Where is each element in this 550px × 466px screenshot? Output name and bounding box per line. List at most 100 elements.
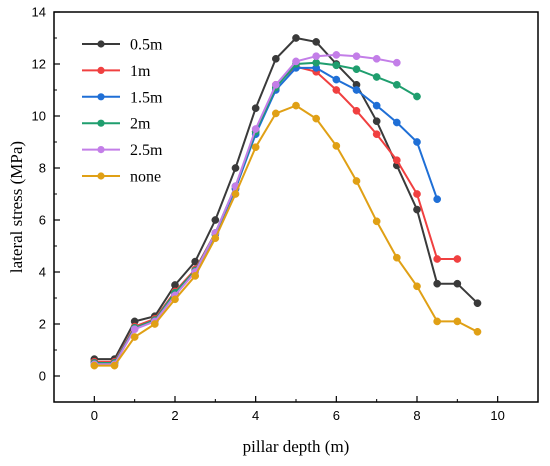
x-tick-label: 6	[333, 408, 340, 423]
series-1m	[90, 62, 462, 366]
legend-swatch-marker	[97, 93, 105, 101]
data-point	[392, 80, 401, 89]
data-point	[372, 217, 381, 226]
data-point	[231, 164, 240, 172]
x-tick-label: 8	[413, 408, 420, 423]
legend-swatch-marker	[97, 40, 105, 48]
legend-label: 2m	[130, 116, 151, 133]
series-line	[94, 104, 478, 367]
data-point	[271, 109, 280, 118]
data-point	[332, 51, 341, 59]
data-point	[312, 38, 321, 46]
data-point	[251, 104, 260, 113]
data-point	[392, 118, 401, 127]
data-point	[433, 317, 442, 326]
data-point	[453, 279, 462, 288]
y-tick-label: 10	[32, 109, 46, 124]
data-point	[372, 73, 381, 81]
legend-item: 1.5m	[82, 89, 163, 106]
data-point	[453, 255, 462, 263]
data-point	[352, 177, 361, 185]
legend-label: 1.5m	[130, 89, 163, 106]
data-point	[372, 101, 381, 110]
legend-label: 0.5m	[130, 37, 163, 54]
data-point	[473, 327, 482, 336]
data-point	[413, 138, 421, 146]
data-point	[130, 325, 139, 334]
data-point	[312, 114, 321, 123]
data-point	[312, 58, 321, 67]
legend-item: 1m	[82, 63, 151, 80]
data-point	[473, 299, 482, 308]
series-0-5m	[90, 34, 482, 363]
data-point	[292, 57, 300, 66]
y-tick-label: 6	[39, 213, 46, 228]
data-point	[352, 52, 361, 61]
y-tick-label: 4	[39, 265, 46, 280]
data-point	[251, 125, 260, 133]
data-point	[392, 156, 401, 165]
legend-item: none	[82, 169, 161, 186]
data-point	[392, 58, 401, 67]
data-point	[413, 282, 421, 291]
y-axis: 0 2 4 6 8 10 12 14	[32, 5, 60, 384]
legend-swatch-marker	[97, 146, 105, 154]
data-point	[90, 361, 99, 370]
y-tick-label: 14	[32, 5, 46, 20]
data-point	[130, 333, 139, 341]
data-point	[332, 142, 341, 150]
legend-swatch-marker	[97, 66, 105, 74]
data-point	[271, 54, 280, 63]
data-point	[332, 86, 341, 94]
data-point	[150, 320, 159, 328]
data-point	[110, 361, 119, 370]
data-point	[413, 190, 421, 198]
data-point	[433, 255, 442, 263]
y-tick-label: 12	[32, 57, 46, 72]
data-point	[433, 279, 442, 288]
data-point	[372, 117, 381, 126]
data-point	[231, 190, 240, 198]
data-point	[453, 317, 462, 326]
legend-item: 0.5m	[82, 37, 163, 54]
y-tick-label: 8	[39, 161, 46, 176]
legend-label: 2.5m	[130, 142, 163, 159]
x-axis-title: pillar depth (m)	[243, 437, 350, 456]
data-point	[271, 80, 280, 89]
series-2-5m	[90, 51, 401, 369]
data-point	[413, 205, 421, 214]
data-point	[191, 272, 200, 280]
data-point	[292, 101, 300, 110]
y-tick-label: 0	[39, 369, 46, 384]
x-tick-label: 10	[490, 408, 504, 423]
series-line	[94, 36, 479, 361]
legend-label: 1m	[130, 63, 151, 80]
data-point	[332, 61, 341, 70]
legend: 0.5m 1m 1.5m 2m 2.5m none	[82, 37, 163, 186]
data-point	[372, 54, 381, 63]
data-point	[332, 75, 341, 84]
data-point	[171, 295, 179, 304]
legend-label: none	[130, 169, 161, 186]
data-point	[211, 216, 220, 224]
x-tick-label: 2	[171, 408, 178, 423]
series-layer	[90, 34, 482, 370]
data-point	[292, 34, 300, 42]
legend-swatch-marker	[97, 172, 105, 180]
data-point	[372, 130, 381, 139]
data-point	[413, 92, 421, 101]
legend-swatch-marker	[97, 119, 105, 127]
data-point	[352, 106, 361, 115]
x-axis: 0 2 4 6 8 10	[91, 396, 505, 423]
data-point	[352, 65, 361, 74]
legend-item: 2m	[82, 116, 151, 133]
legend-item: 2.5m	[82, 142, 163, 159]
x-tick-label: 4	[252, 408, 259, 423]
data-point	[211, 234, 220, 243]
series-line	[94, 53, 398, 366]
data-point	[312, 52, 321, 61]
data-point	[392, 253, 401, 262]
data-point	[433, 195, 442, 204]
data-point	[251, 143, 260, 152]
